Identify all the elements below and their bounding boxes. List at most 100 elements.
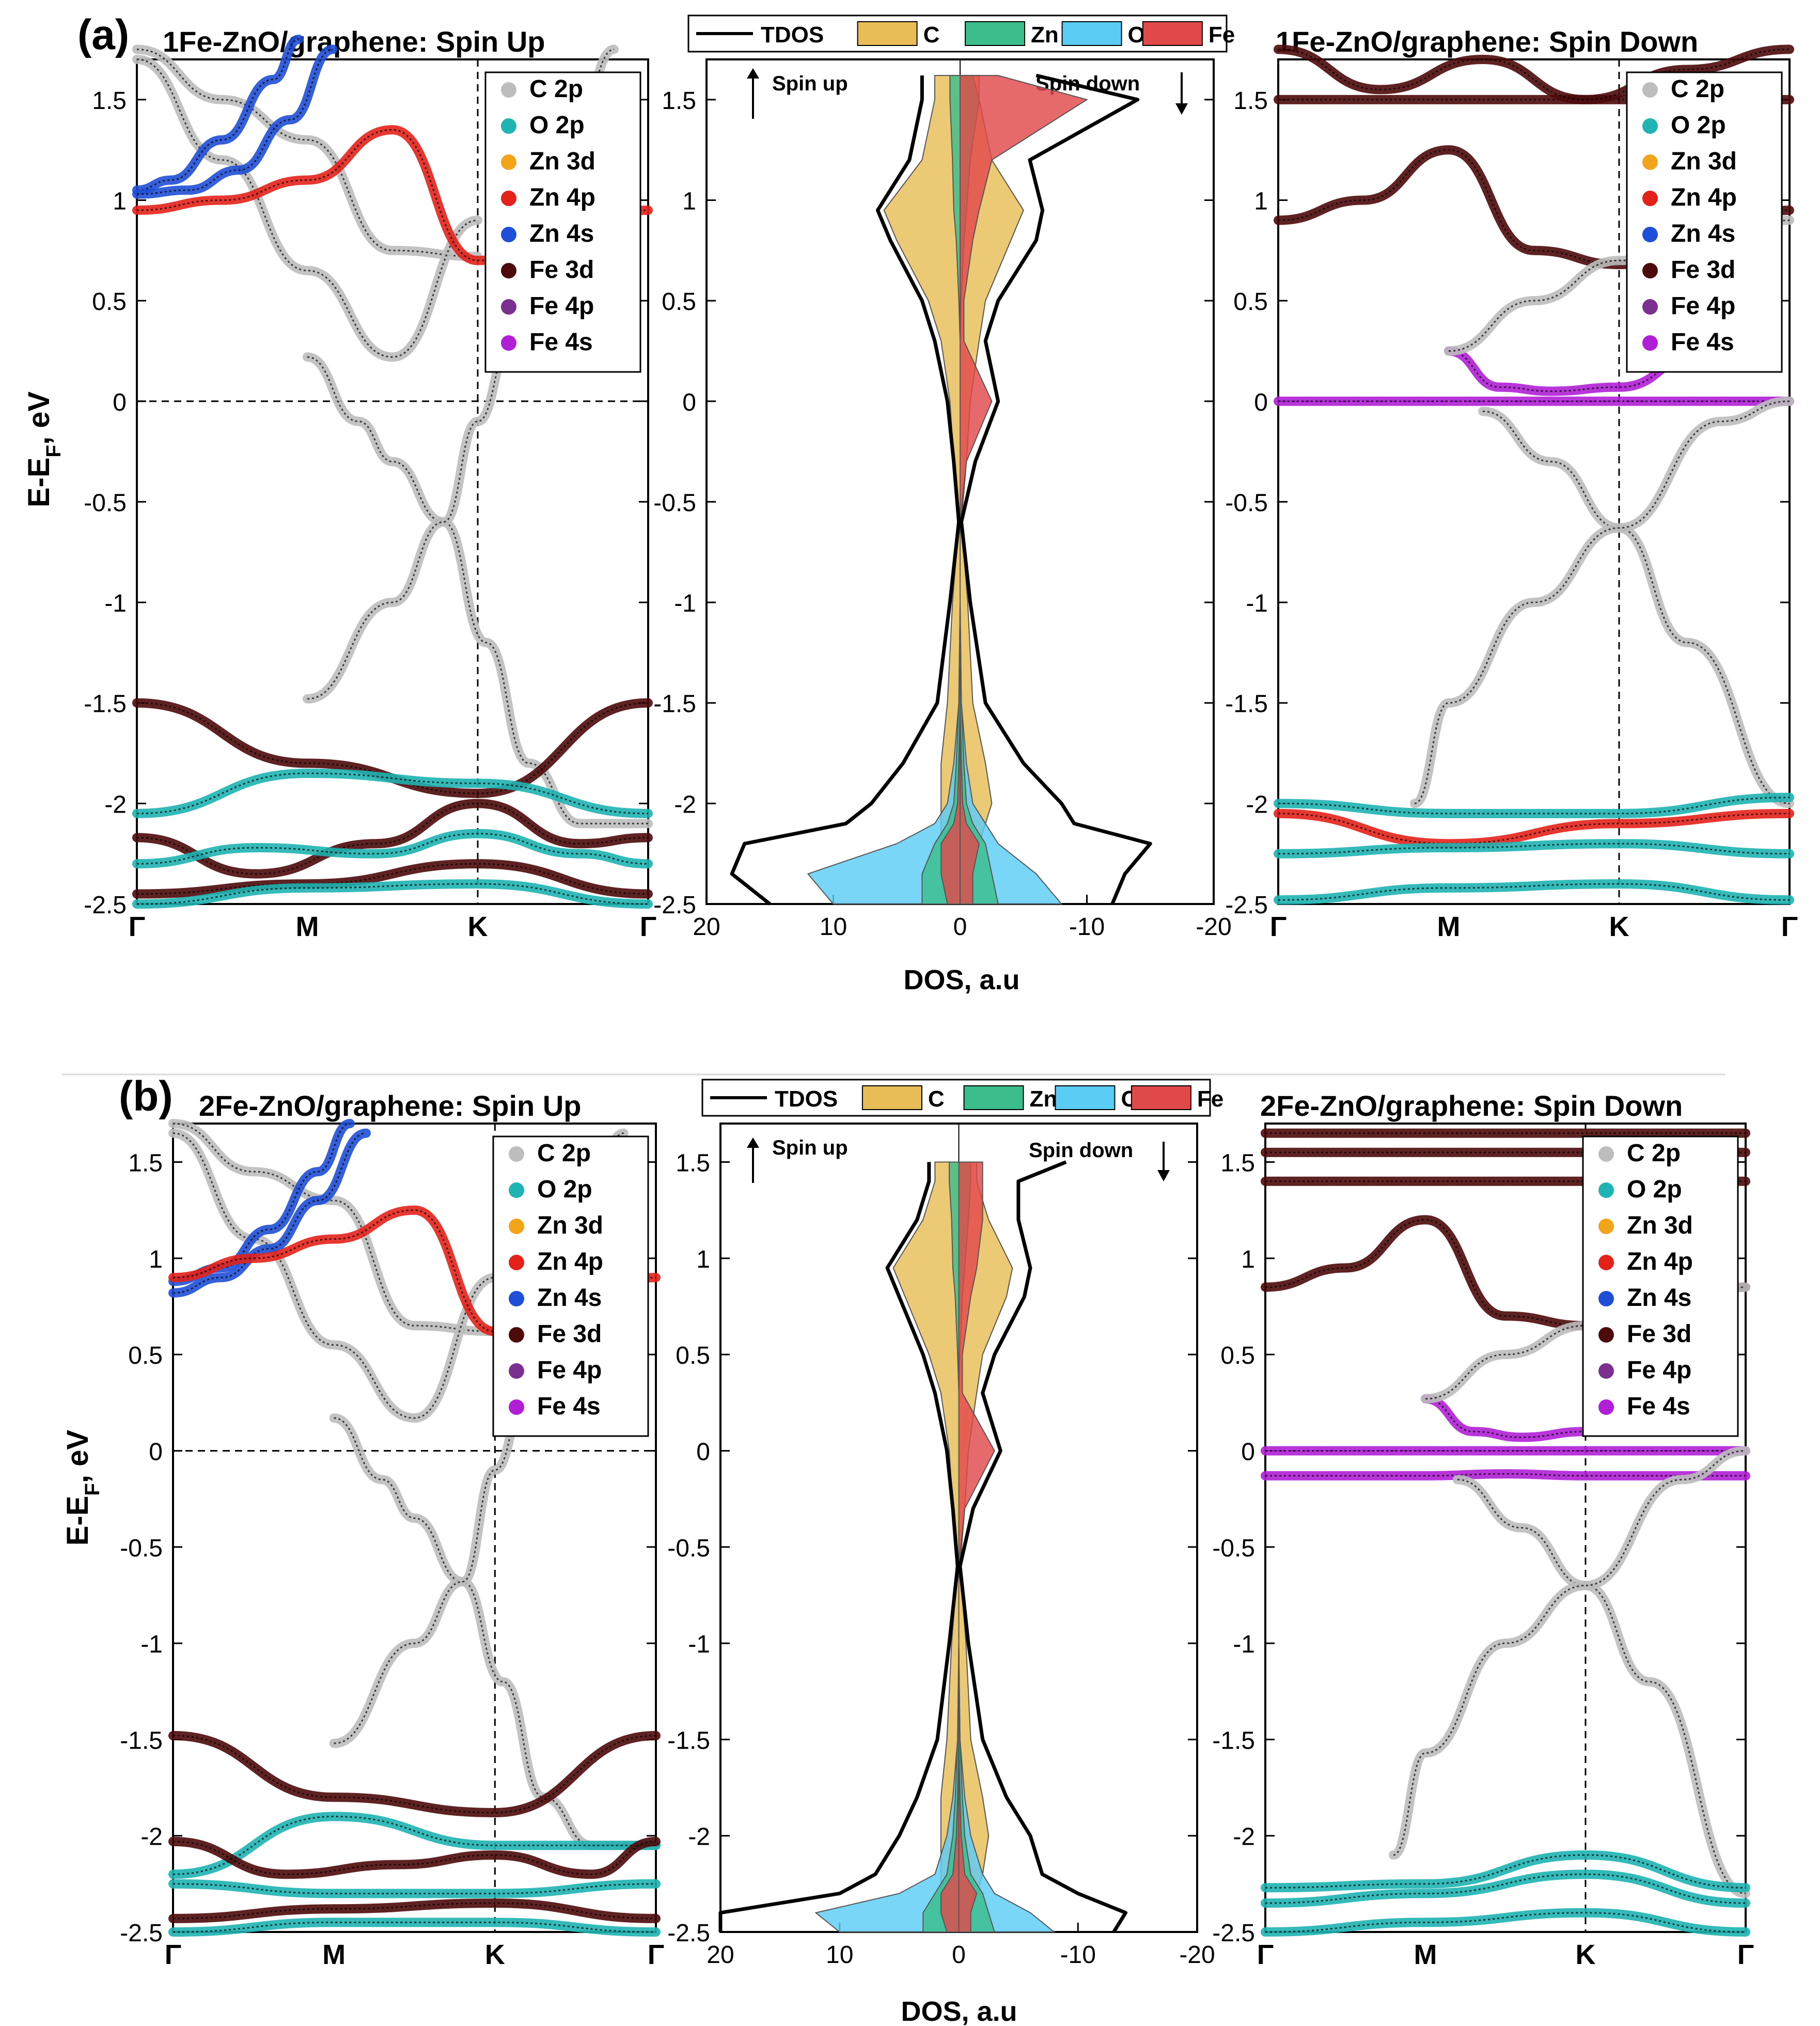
x-tick-label: Γ — [1270, 911, 1286, 942]
band-halo — [132, 829, 653, 869]
band-line — [307, 356, 648, 824]
y-tick-label: -1.5 — [120, 1727, 163, 1754]
legend-label: TDOS — [775, 1086, 838, 1112]
y-tick-label: 1.5 — [128, 1150, 163, 1177]
band-halo — [1261, 1908, 1750, 1937]
x-tick-label: Γ — [1257, 1939, 1274, 1970]
y-tick-label: -1.5 — [1225, 691, 1268, 718]
dos-xlabel: DOS, a.u — [901, 1996, 1017, 2026]
band-line — [1482, 410, 1790, 804]
y-tick-label: 1.5 — [676, 1150, 710, 1177]
band-line — [136, 883, 649, 905]
x-tick-label: -20 — [1179, 1941, 1215, 1969]
legend-label: O 2p — [1671, 112, 1726, 139]
band-halo — [132, 35, 304, 195]
legend-label: TDOS — [761, 22, 824, 48]
band-line — [307, 49, 615, 700]
legend-marker — [501, 191, 516, 206]
band-halo — [168, 1879, 661, 1898]
x-tick-label: 20 — [693, 913, 720, 941]
spin-down-arrow — [1175, 72, 1188, 115]
spin-down-arrow — [1157, 1142, 1170, 1181]
legend-marker — [509, 1291, 524, 1306]
legend-label: Fe 3d — [1671, 256, 1735, 284]
band-halo — [168, 1731, 661, 1817]
y-tick-label: 1.5 — [92, 87, 127, 115]
x-tick-label: Γ — [1737, 1939, 1754, 1970]
y-tick-label: 0.5 — [1220, 1342, 1255, 1369]
x-tick-label: 10 — [826, 1941, 853, 1969]
legend-marker — [1642, 118, 1658, 134]
band-line — [172, 1132, 367, 1294]
legend-marker — [1642, 82, 1658, 98]
band-down-title: 1Fe-ZnO/graphene: Spin Down — [1276, 25, 1698, 58]
legend: C 2p O 2p Zn 3d Zn 4p Zn 4s Fe 3d Fe 4p Fe 4s — [484, 71, 641, 373]
y-tick-label: -1.5 — [84, 691, 127, 718]
y-tick-label: -2.5 — [653, 892, 696, 919]
legend-box — [701, 1079, 1211, 1117]
y-tick-label: -0.5 — [1225, 489, 1268, 517]
legend-marker — [963, 1085, 1024, 1110]
plot-frame — [136, 58, 649, 905]
legend-label: Fe — [1209, 22, 1235, 48]
legend-marker — [501, 263, 516, 278]
band-line — [1414, 400, 1790, 804]
ylabel-main: E-E — [22, 457, 56, 507]
x-tick-label: 20 — [707, 1941, 734, 1969]
x-tick-label: M — [296, 911, 319, 942]
x-tick-label: Γ — [165, 1939, 181, 1970]
dos-area-c — [883, 75, 961, 905]
band-line — [1265, 1873, 1746, 1904]
y-tick-label: -1 — [1246, 590, 1268, 617]
band-halo — [1453, 1475, 1750, 1898]
y-tick-label: -0.5 — [1212, 1535, 1255, 1562]
band-line — [172, 1902, 656, 1920]
x-tick-label: 0 — [953, 913, 967, 941]
band-halo — [132, 799, 653, 879]
dos-plot: 1.5 1 0.5 0 -0.5 -1 -1.5 -2 -2.520 10 0 -10 -20 TDOS C… — [653, 14, 1235, 941]
x-tick-label: -20 — [1196, 913, 1231, 941]
y-tick-label: -2 — [1246, 791, 1268, 818]
y-tick-label: 0.5 — [1233, 288, 1268, 316]
legend-marker — [1642, 335, 1658, 351]
panel-a: (a) 1Fe-ZnO/graphene: Spin Up 1Fe-ZnO/gr… — [22, 11, 1698, 995]
y-tick-label: 0 — [149, 1438, 163, 1466]
y-tick-label: -1.5 — [667, 1727, 710, 1754]
y-tick-label: -1 — [140, 1631, 163, 1658]
y-tick-label: 0 — [682, 389, 696, 416]
spin-up-label: Spin up — [772, 1136, 848, 1159]
legend-label: Fe 4s — [1671, 329, 1734, 356]
ylabel-tail: , eV — [61, 1430, 95, 1483]
band-halo — [1261, 1469, 1750, 1480]
x-tick-label: -10 — [1060, 1941, 1096, 1969]
legend-marker — [965, 21, 1025, 46]
y-tick-label: -1 — [1233, 1631, 1255, 1658]
band-line — [136, 58, 478, 358]
ylabel-subscript: F — [81, 1483, 104, 1495]
band-line — [1393, 1450, 1746, 1856]
x-tick-label: M — [322, 1939, 346, 1970]
y-tick-label: -2.5 — [120, 1920, 163, 1947]
legend-marker — [1642, 263, 1658, 278]
y-tick-label: 1 — [113, 188, 127, 215]
legend-label: Fe 3d — [537, 1320, 602, 1348]
legend-marker — [509, 1363, 524, 1379]
band-line — [172, 1921, 656, 1933]
legend-label: Fe 4s — [529, 329, 593, 356]
x-tick-label: K — [1576, 1939, 1596, 1970]
legend-marker — [501, 82, 516, 98]
y-tick-label: 0.5 — [662, 288, 696, 316]
legend-label: Zn 4p — [1671, 184, 1737, 211]
legend-label: Zn 4p — [529, 184, 595, 211]
band-halo — [1274, 792, 1794, 818]
dos-area-fe — [958, 1161, 995, 1933]
band-halo — [168, 1918, 661, 1937]
y-tick-label: 0 — [1241, 1438, 1255, 1466]
tdos-line — [959, 73, 1152, 905]
band-line — [1448, 219, 1790, 352]
y-tick-label: -0.5 — [84, 489, 127, 517]
legend-marker — [1055, 1085, 1116, 1110]
